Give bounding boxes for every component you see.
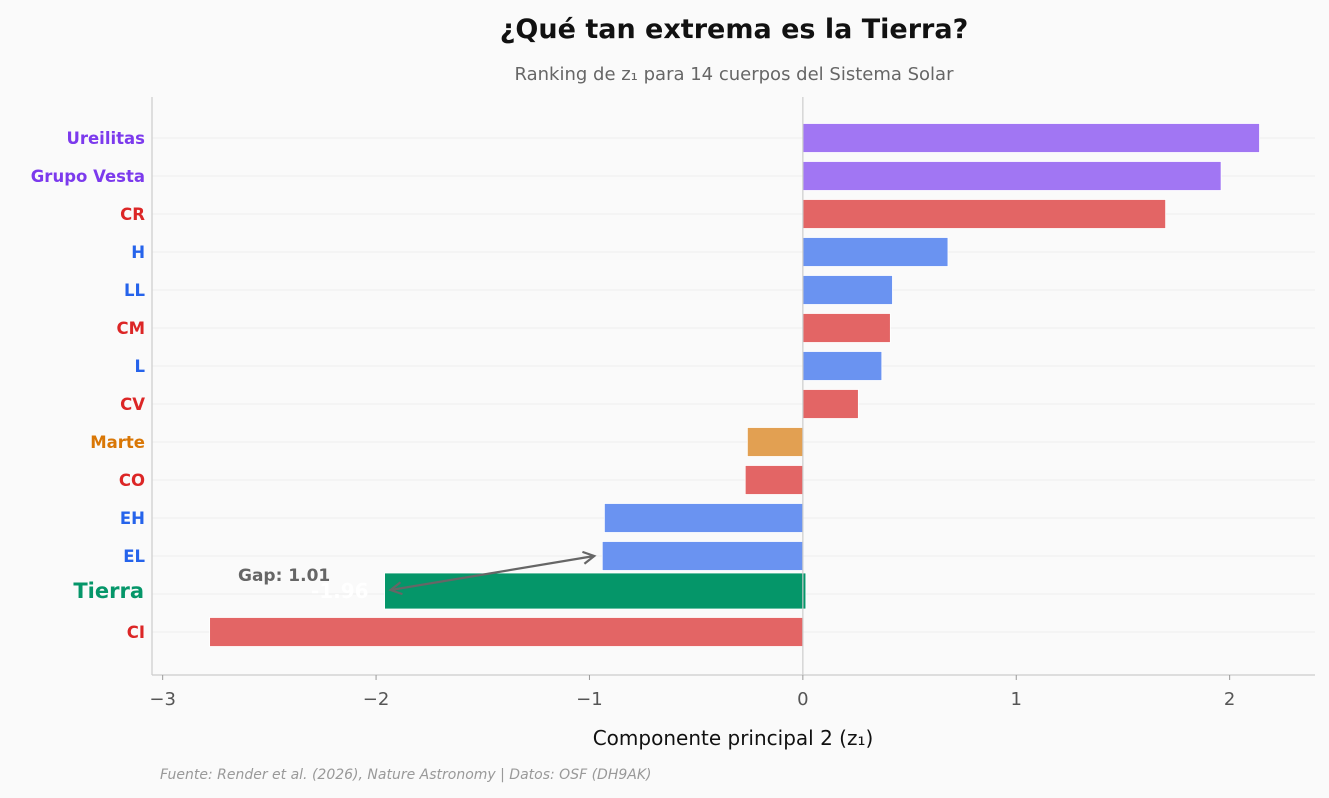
category-label: LL <box>124 281 146 300</box>
value-label: -1.96 <box>311 579 369 603</box>
chart-subtitle: Ranking de z₁ para 14 cuerpos del Sistem… <box>514 64 954 85</box>
category-label: Marte <box>90 433 145 452</box>
bar-h <box>802 237 949 267</box>
category-labels: Ureilitas Grupo Vesta CR H LL CM L CV Marte CO EH E… <box>31 129 146 642</box>
x-tick-label: −1 <box>576 689 603 710</box>
category-label: EL <box>123 547 145 566</box>
category-label: L <box>134 357 145 376</box>
category-label: Ureilitas <box>66 129 145 148</box>
bar-ci <box>209 617 804 647</box>
gap-arrow-head <box>582 550 597 565</box>
x-axis-label: Componente principal 2 (z₁) <box>593 726 874 750</box>
x-tick-label: 2 <box>1224 689 1235 710</box>
category-label: Tierra <box>73 579 144 603</box>
bar-ll <box>802 275 893 305</box>
bar-eh <box>603 503 804 533</box>
x-tick-label: −3 <box>149 689 176 710</box>
category-label: CI <box>127 623 145 642</box>
bar-el <box>601 541 804 571</box>
category-label: CV <box>120 395 145 414</box>
bars <box>209 123 1260 647</box>
category-label: CO <box>119 471 145 490</box>
gap-annotation-label: Gap: 1.01 <box>238 566 330 586</box>
bar-cv <box>802 389 859 419</box>
x-tick-label: −2 <box>363 689 390 710</box>
bar-grupo-vesta <box>802 161 1222 191</box>
category-label: CM <box>116 319 145 338</box>
axes: −3 −2 −1 0 1 2 <box>149 97 1315 710</box>
category-label: Grupo Vesta <box>31 167 145 186</box>
bar-co <box>744 465 804 495</box>
x-tick-label: 1 <box>1011 689 1022 710</box>
category-label: CR <box>120 205 145 224</box>
source-note: Fuente: Render et al. (2026), Nature Ast… <box>160 767 651 783</box>
gap-arrow-head <box>388 581 403 596</box>
category-label: H <box>131 243 145 262</box>
bar-l <box>802 351 883 381</box>
bar-ureilitas <box>802 123 1260 153</box>
category-label: EH <box>120 509 145 528</box>
bar-cr <box>802 199 1167 229</box>
gap-arrow-line <box>390 554 595 592</box>
bar-cm <box>802 313 891 343</box>
bar-marte <box>746 427 804 457</box>
bar-tierra <box>384 572 807 610</box>
chart-title: ¿Qué tan extrema es la Tierra? <box>500 14 968 45</box>
x-tick-label: 0 <box>797 689 808 710</box>
